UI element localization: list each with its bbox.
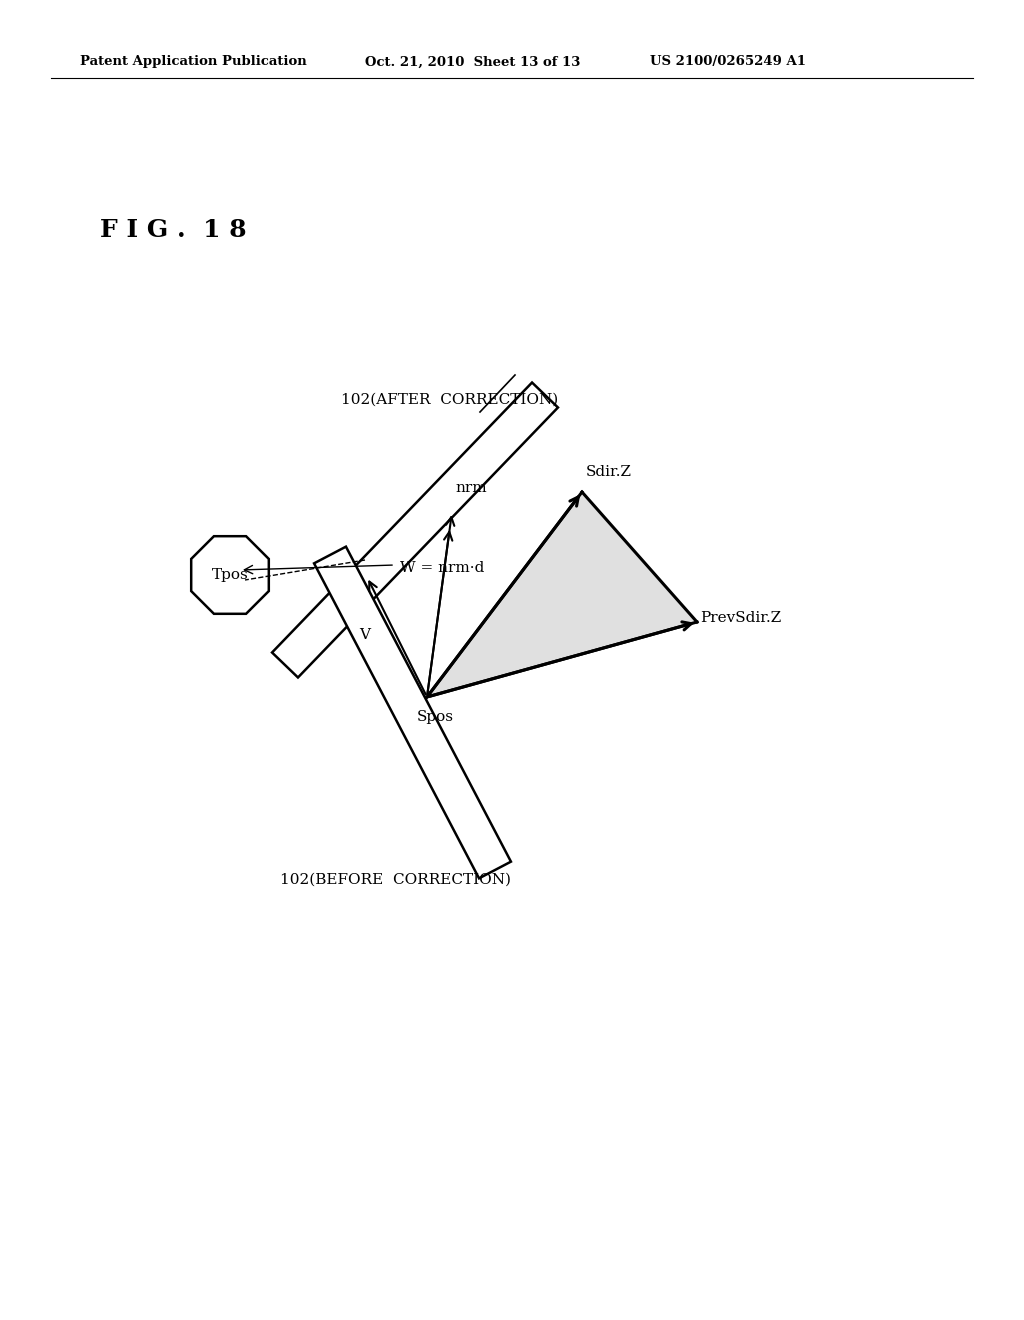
Text: Oct. 21, 2010  Sheet 13 of 13: Oct. 21, 2010 Sheet 13 of 13	[365, 55, 581, 69]
Text: W = nrm·d: W = nrm·d	[400, 561, 484, 576]
Text: PrevSdir.Z: PrevSdir.Z	[700, 611, 781, 624]
Text: V: V	[359, 628, 371, 642]
Polygon shape	[427, 492, 697, 697]
Text: Tpos: Tpos	[212, 568, 249, 582]
Text: Sdir.Z: Sdir.Z	[586, 465, 632, 479]
Text: 102(BEFORE  CORRECTION): 102(BEFORE CORRECTION)	[280, 873, 511, 887]
Polygon shape	[272, 383, 558, 677]
Text: Patent Application Publication: Patent Application Publication	[80, 55, 307, 69]
Text: nrm: nrm	[455, 480, 486, 495]
Text: Spos: Spos	[417, 710, 454, 723]
Text: F I G .  1 8: F I G . 1 8	[100, 218, 247, 242]
Text: US 2100/0265249 A1: US 2100/0265249 A1	[650, 55, 806, 69]
Text: 102(AFTER  CORRECTION): 102(AFTER CORRECTION)	[341, 393, 559, 407]
Polygon shape	[314, 546, 511, 878]
